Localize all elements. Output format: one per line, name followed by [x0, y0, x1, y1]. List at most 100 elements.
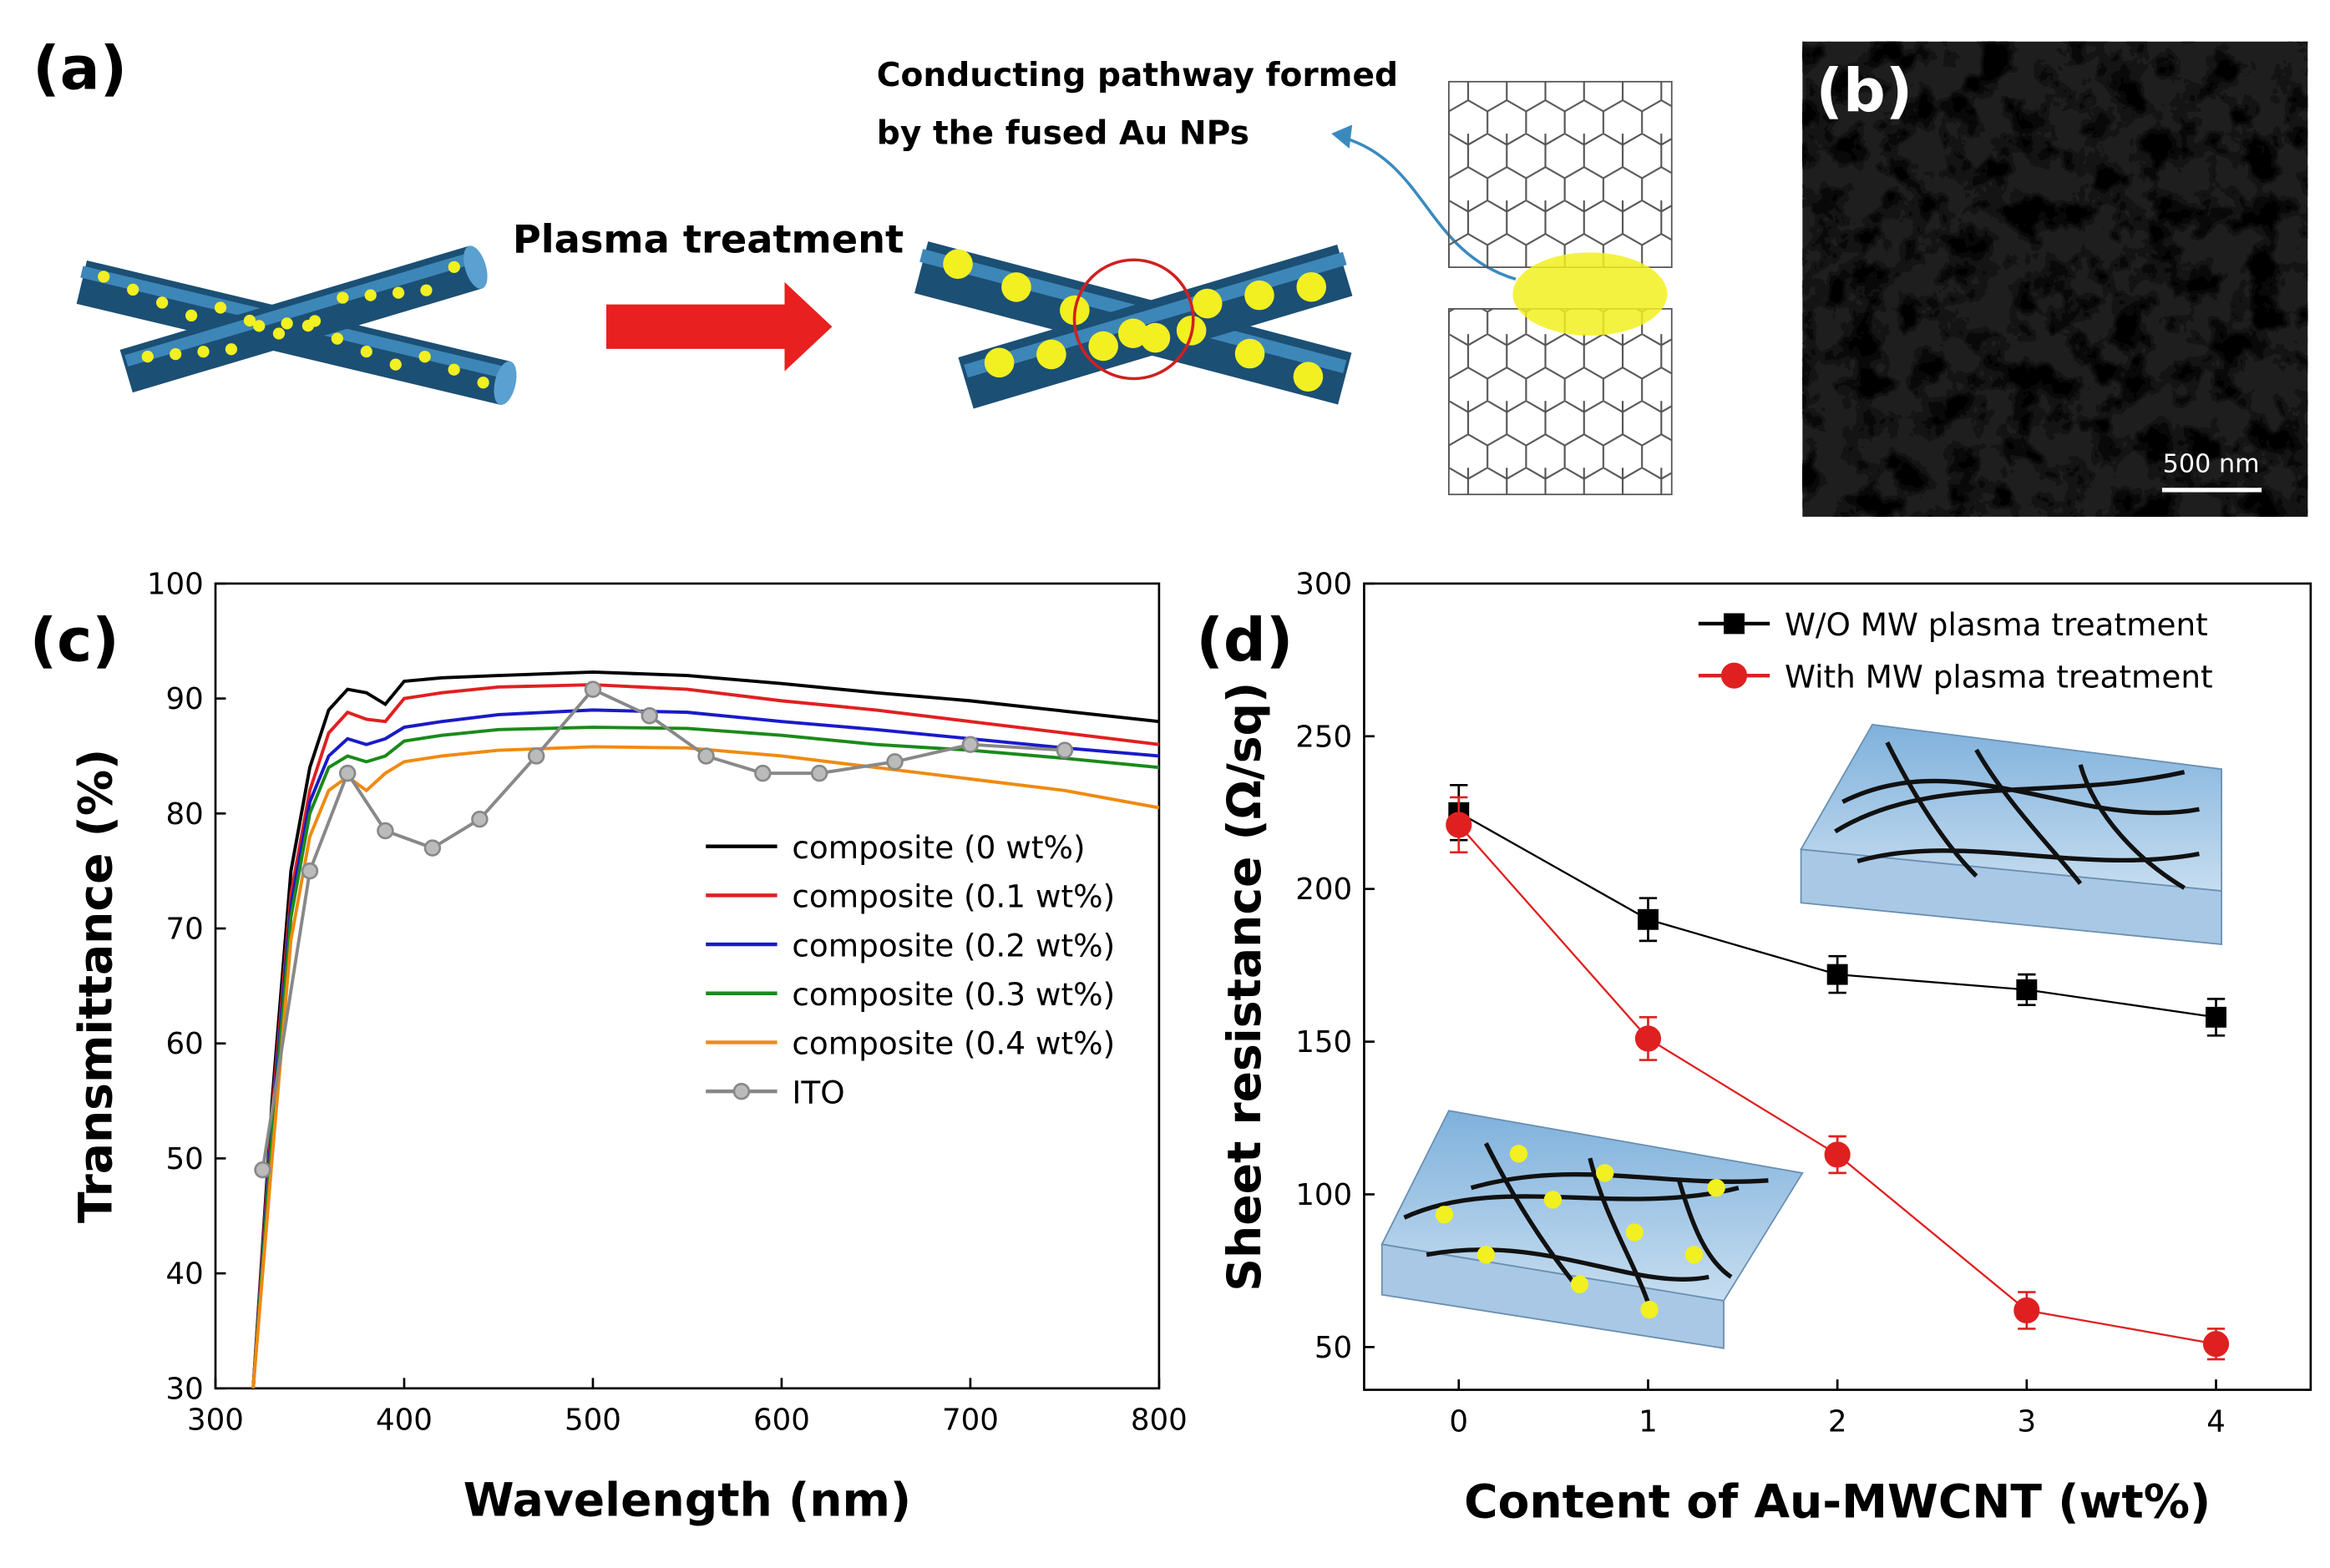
- annotation: by the fused Au NPs: [877, 115, 1249, 153]
- au-dot: [364, 289, 377, 301]
- y-tick-label: 50: [1314, 1331, 1352, 1365]
- au-dot: [1596, 1164, 1614, 1182]
- au-dot: [308, 315, 322, 327]
- data-point: [886, 753, 904, 771]
- au-dot: [214, 301, 227, 314]
- annotation: Conducting pathway formed: [877, 57, 1398, 94]
- au-dot: [243, 314, 256, 327]
- y-tick-label: 150: [1295, 1025, 1352, 1060]
- inset-box-top: [1800, 723, 2222, 893]
- au-dot: [197, 346, 210, 358]
- x-tick-label: 0: [1449, 1404, 1468, 1439]
- series-line: [251, 726, 1160, 1388]
- data-point: [754, 764, 772, 782]
- au-dot: [1001, 272, 1031, 302]
- x-tick-label: 400: [376, 1404, 433, 1438]
- data-point: [810, 764, 828, 782]
- panel-label: (b): [1816, 56, 1912, 125]
- cnt-illustration: [914, 241, 1353, 409]
- data-point: [471, 810, 489, 828]
- data-point: [584, 680, 602, 698]
- data-point: [1056, 741, 1074, 759]
- tube-end: [494, 361, 517, 405]
- au-dot: [1509, 1145, 1528, 1163]
- au-dot: [448, 363, 460, 376]
- au-dot: [420, 284, 433, 296]
- y-tick-label: 200: [1295, 873, 1352, 907]
- au-dot: [418, 351, 431, 363]
- x-axis-title: Content of Au-MWCNT (wt%): [1464, 1476, 2211, 1530]
- y-tick-label: 70: [165, 912, 203, 946]
- au-dot: [1036, 339, 1066, 370]
- data-point: [2202, 1331, 2230, 1358]
- au-dot: [170, 348, 182, 361]
- au-dot: [127, 283, 139, 296]
- fused-au: [1512, 252, 1668, 336]
- inset-cnt: [1403, 1142, 1769, 1308]
- annotation-arrowhead: [1331, 124, 1353, 149]
- x-tick-label: 300: [187, 1404, 244, 1438]
- legend-marker: [732, 1082, 751, 1100]
- tube-end: [463, 245, 488, 289]
- au-dot: [141, 351, 154, 363]
- tube: [119, 245, 483, 393]
- au-dot: [185, 309, 198, 322]
- tube-shade: [964, 251, 1347, 378]
- legend-label: composite (0.4 wt%): [792, 1025, 1115, 1062]
- au-dot: [984, 347, 1015, 378]
- nanotube-lattice: [1447, 308, 1673, 496]
- au-dot: [1192, 288, 1223, 319]
- y-tick-label: 250: [1295, 720, 1352, 754]
- au-dot: [360, 345, 372, 358]
- au-dot: [477, 377, 489, 389]
- legend-label: composite (0.3 wt%): [792, 976, 1115, 1013]
- tube-shade: [124, 250, 478, 367]
- au-dot: [1543, 1191, 1563, 1209]
- au-dot: [448, 260, 460, 273]
- au-dot: [1625, 1223, 1644, 1242]
- data-point: [1826, 964, 1848, 985]
- y-tick-label: 300: [1295, 567, 1352, 601]
- data-point: [1824, 1141, 1851, 1168]
- au-dot: [1296, 271, 1327, 302]
- au-dot: [1117, 318, 1148, 349]
- au-dot: [272, 327, 286, 340]
- y-tick-label: 100: [1295, 1178, 1352, 1212]
- legend-label: ITO: [792, 1074, 844, 1110]
- y-tick-label: 40: [165, 1257, 203, 1292]
- inset-network: [1800, 723, 2222, 946]
- au-dot: [1088, 331, 1118, 362]
- process-arrow: [605, 281, 833, 372]
- highlight-circle: [1072, 258, 1195, 381]
- panel-label: (c): [30, 605, 119, 675]
- au-dot: [1707, 1179, 1725, 1197]
- au-dot: [1293, 362, 1324, 392]
- x-tick-label: 700: [942, 1404, 999, 1438]
- series-line: [251, 708, 1160, 1388]
- y-tick-label: 60: [165, 1027, 203, 1061]
- au-dot: [225, 343, 238, 356]
- sem-texture: [1802, 41, 2308, 517]
- au-dot: [337, 291, 349, 304]
- data-point: [377, 822, 394, 840]
- x-axis-title: Wavelength (nm): [463, 1474, 911, 1528]
- legend-label: W/O MW plasma treatment: [1785, 606, 2208, 643]
- au-dot: [1570, 1275, 1589, 1293]
- legend-label: composite (0 wt%): [792, 829, 1085, 866]
- y-tick-label: 30: [165, 1372, 203, 1406]
- legend-label: composite (0.1 wt%): [792, 878, 1115, 915]
- au-dot: [1234, 338, 1265, 369]
- data-point: [527, 747, 545, 765]
- inset-au-network: [1380, 1110, 1804, 1349]
- data-point: [1638, 908, 1659, 930]
- au-dot: [331, 332, 343, 345]
- legend-marker: [1724, 613, 1745, 635]
- au-dot: [156, 296, 169, 309]
- au-dot: [389, 358, 402, 371]
- y-axis-title: Sheet resistance (Ω/sq): [1218, 682, 1272, 1292]
- data-point: [254, 1161, 271, 1179]
- x-tick-label: 3: [2018, 1404, 2037, 1439]
- nanotube-lattice: [1447, 80, 1673, 269]
